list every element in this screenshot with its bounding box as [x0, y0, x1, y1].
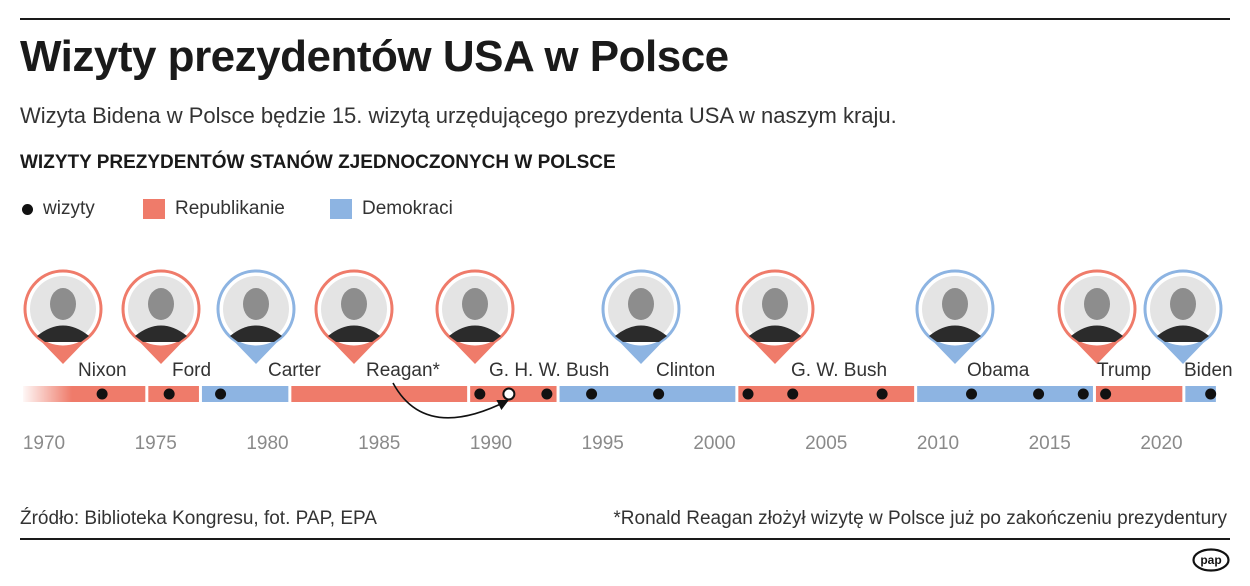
- president-label-biden: Biden: [1184, 360, 1233, 381]
- x-tick-label: 1970: [23, 433, 65, 454]
- x-tick-label: 1975: [135, 433, 177, 454]
- portrait-shoulders-icon: [37, 325, 89, 342]
- president-labels: Nixon Ford Carter Reagan* G. H. W. Bush Clint…: [78, 360, 1233, 381]
- portrait-pin-g-w-bush: [735, 269, 815, 364]
- term-bar-obama: [917, 386, 1093, 402]
- bottom-rule: [20, 538, 1230, 540]
- timeline-chart: Nixon Ford Carter Reagan* G. H. W. Bush Clint…: [20, 269, 1233, 454]
- president-label-reagan: Reagan*: [366, 360, 441, 381]
- portrait-pin-obama: [915, 269, 995, 364]
- portrait-head-icon: [341, 288, 367, 320]
- chart-title: WIZYTY PREZYDENTÓW STANÓW ZJEDNOCZONYCH …: [20, 152, 616, 173]
- page-subtitle: Wizyta Bidena w Polsce będzie 15. wizytą…: [20, 103, 897, 128]
- visit-dot-icon: [22, 203, 33, 215]
- visit-dot-g-w-bush: [742, 388, 754, 400]
- president-label-g-w-bush: G. W. Bush: [791, 360, 887, 381]
- term-bar-g-w-bush: [738, 386, 915, 402]
- portrait-head-icon: [462, 288, 488, 320]
- visit-dot-carter: [215, 388, 227, 400]
- president-label-g-h-w-bush: G. H. W. Bush: [489, 360, 609, 381]
- visit-dot-biden: [1205, 388, 1217, 400]
- portrait-pin-clinton: [601, 269, 681, 364]
- x-tick-label: 2020: [1140, 433, 1182, 454]
- x-tick-label: 1990: [470, 433, 512, 454]
- visit-dot-g-w-bush: [876, 388, 888, 400]
- portrait-shoulders-icon: [328, 325, 380, 342]
- legend-item-visits: wizyty: [22, 198, 95, 220]
- visit-dot-clinton: [653, 388, 665, 400]
- footnote: *Ronald Reagan złożył wizytę w Polsce ju…: [613, 508, 1227, 529]
- term-bar-reagan: [291, 386, 468, 402]
- x-tick-label: 1980: [246, 433, 288, 454]
- portrait-shoulders-icon: [1157, 325, 1209, 342]
- legend-label-republicans: Republikanie: [175, 198, 285, 219]
- portrait-head-icon: [50, 288, 76, 320]
- portrait-head-icon: [942, 288, 968, 320]
- legend-item-republicans: Republikanie: [143, 198, 285, 220]
- president-label-ford: Ford: [172, 360, 211, 381]
- portrait-shoulders-icon: [449, 325, 501, 342]
- portrait-shoulders-icon: [749, 325, 801, 342]
- portrait-head-icon: [1084, 288, 1110, 320]
- term-bar-clinton: [559, 386, 736, 402]
- portrait-shoulders-icon: [230, 325, 282, 342]
- portrait-head-icon: [762, 288, 788, 320]
- portrait-shoulders-icon: [1071, 325, 1123, 342]
- portrait-pin-carter: [216, 269, 296, 364]
- president-label-trump: Trump: [1097, 360, 1151, 381]
- legend-item-democrats: Demokraci: [330, 198, 453, 220]
- x-tick-label: 1995: [582, 433, 624, 454]
- timeline-fade: [20, 385, 72, 403]
- visit-dot-obama: [1077, 388, 1089, 400]
- portrait-shoulders-icon: [929, 325, 981, 342]
- legend-label-visits: wizyty: [43, 198, 95, 219]
- portrait-pin-biden: [1143, 269, 1223, 364]
- republican-swatch-icon: [143, 199, 165, 219]
- x-tick-label: 2010: [917, 433, 959, 454]
- visit-dot-trump: [1100, 388, 1112, 400]
- portrait-head-icon: [628, 288, 654, 320]
- visit-dot-ford: [163, 388, 175, 400]
- portrait-pin-nixon: [23, 269, 103, 364]
- pap-logo-icon: pap: [1192, 548, 1230, 572]
- portrait-head-icon: [1170, 288, 1196, 320]
- portrait-pin-trump: [1057, 269, 1137, 364]
- reagan-arrow: [392, 382, 509, 419]
- visit-dot-clinton: [586, 388, 598, 400]
- term-bar-carter: [201, 386, 289, 402]
- legend-label-democrats: Demokraci: [362, 198, 453, 219]
- svg-text:pap: pap: [1200, 553, 1221, 567]
- portrait-pin-reagan: [314, 269, 394, 364]
- term-bar-trump: [1095, 386, 1183, 402]
- term-bars: [20, 385, 1216, 403]
- visit-dots: [96, 382, 1217, 419]
- visit-dot-obama: [1033, 388, 1045, 400]
- portrait-pin-ford: [121, 269, 201, 364]
- president-label-obama: Obama: [967, 360, 1030, 381]
- portrait-shoulders-icon: [615, 325, 667, 342]
- visit-dot-nixon: [96, 388, 108, 400]
- x-tick-label: 1985: [358, 433, 400, 454]
- x-tick-label: 2000: [693, 433, 735, 454]
- visit-dot-g-h-w-bush: [474, 388, 486, 400]
- visit-dot-obama: [966, 388, 978, 400]
- source-note: Źródło: Biblioteka Kongresu, fot. PAP, E…: [20, 508, 377, 529]
- portrait-head-icon: [148, 288, 174, 320]
- president-label-clinton: Clinton: [656, 360, 715, 381]
- visit-dot-g-w-bush: [787, 388, 799, 400]
- visit-dot-g-h-w-bush: [541, 388, 553, 400]
- democrat-swatch-icon: [330, 199, 352, 219]
- x-tick-label: 2015: [1029, 433, 1071, 454]
- portrait-pins: [23, 269, 1223, 364]
- x-axis-ticks: 1970 1975 1980 1985 1990 1995 2000 2005 2010 2015…: [23, 433, 1183, 454]
- president-label-nixon: Nixon: [78, 360, 127, 381]
- president-label-carter: Carter: [268, 360, 321, 381]
- x-tick-label: 2005: [805, 433, 847, 454]
- portrait-shoulders-icon: [135, 325, 187, 342]
- top-rule: [20, 18, 1230, 20]
- page-title: Wizyty prezydentów USA w Polsce: [20, 32, 729, 81]
- portrait-head-icon: [243, 288, 269, 320]
- portrait-pin-g-h-w-bush: [435, 269, 515, 364]
- visit-dot-reagan-post-term: [502, 387, 516, 401]
